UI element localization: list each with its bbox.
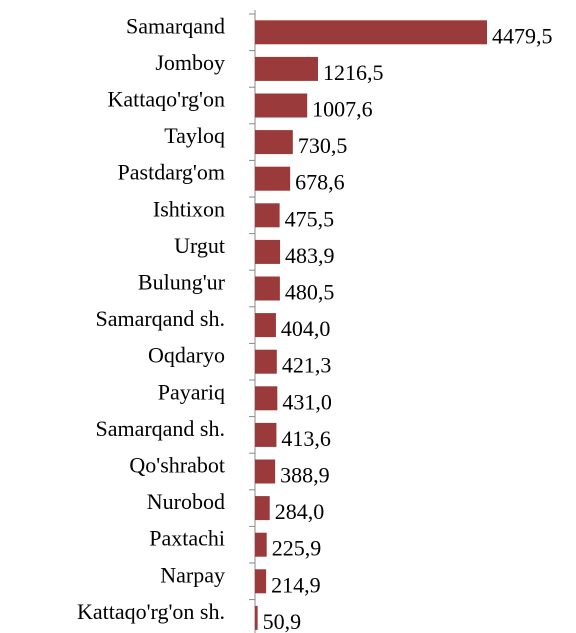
value-label: 421,3: [282, 353, 332, 378]
bar: [255, 532, 267, 557]
value-label: 678,6: [295, 170, 345, 195]
bar: [255, 569, 267, 594]
bar: [255, 20, 487, 45]
value-label: 413,6: [281, 426, 331, 451]
value-label: 730,5: [298, 133, 348, 158]
category-label: Samarqand sh.: [95, 306, 225, 331]
category-label: Narpay: [160, 562, 225, 587]
value-label: 1216,5: [323, 60, 384, 85]
category-label: Nurobod: [147, 489, 225, 514]
value-label: 480,5: [285, 280, 335, 305]
value-label: 431,0: [282, 389, 332, 414]
category-label: Kattaqo'rg'on: [108, 87, 226, 112]
bar: [255, 313, 276, 338]
bar: [255, 496, 270, 521]
value-label: 4479,5: [492, 23, 553, 48]
bar: [255, 459, 276, 484]
category-label: Urgut: [174, 233, 225, 258]
value-label: 388,9: [280, 463, 330, 488]
category-label: Pastdarg'om: [118, 160, 225, 185]
bar: [255, 386, 278, 411]
category-label: Kattaqo'rg'on sh.: [77, 599, 225, 624]
category-label: Oqdaryo: [148, 343, 225, 368]
value-label: 1007,6: [312, 97, 373, 122]
bar: [255, 276, 280, 301]
value-label: 404,0: [281, 316, 331, 341]
category-label: Bulung'ur: [138, 270, 226, 295]
category-label: Ishtixon: [153, 196, 225, 221]
value-label: 483,9: [285, 243, 335, 268]
category-label: Samarqand sh.: [95, 416, 225, 441]
category-label: Payariq: [158, 379, 225, 404]
bar: [255, 166, 291, 191]
category-label: Paxtachi: [149, 526, 225, 551]
bar: [255, 349, 277, 374]
value-label: 284,0: [275, 499, 325, 524]
bar: [255, 56, 319, 81]
value-label: 225,9: [272, 536, 322, 561]
bar: [255, 605, 258, 630]
category-label: Samarqand: [126, 13, 225, 38]
value-label: 214,9: [271, 572, 321, 597]
bar: [255, 422, 277, 447]
bar: [255, 93, 308, 118]
value-label: 50,9: [263, 609, 302, 633]
bar: [255, 203, 280, 228]
value-label: 475,5: [285, 206, 335, 231]
bar: [255, 130, 293, 155]
bar: [255, 239, 281, 264]
category-label: Jomboy: [155, 50, 225, 75]
category-label: Tayloq: [164, 123, 225, 148]
category-label: Qo'shrabot: [129, 453, 225, 478]
